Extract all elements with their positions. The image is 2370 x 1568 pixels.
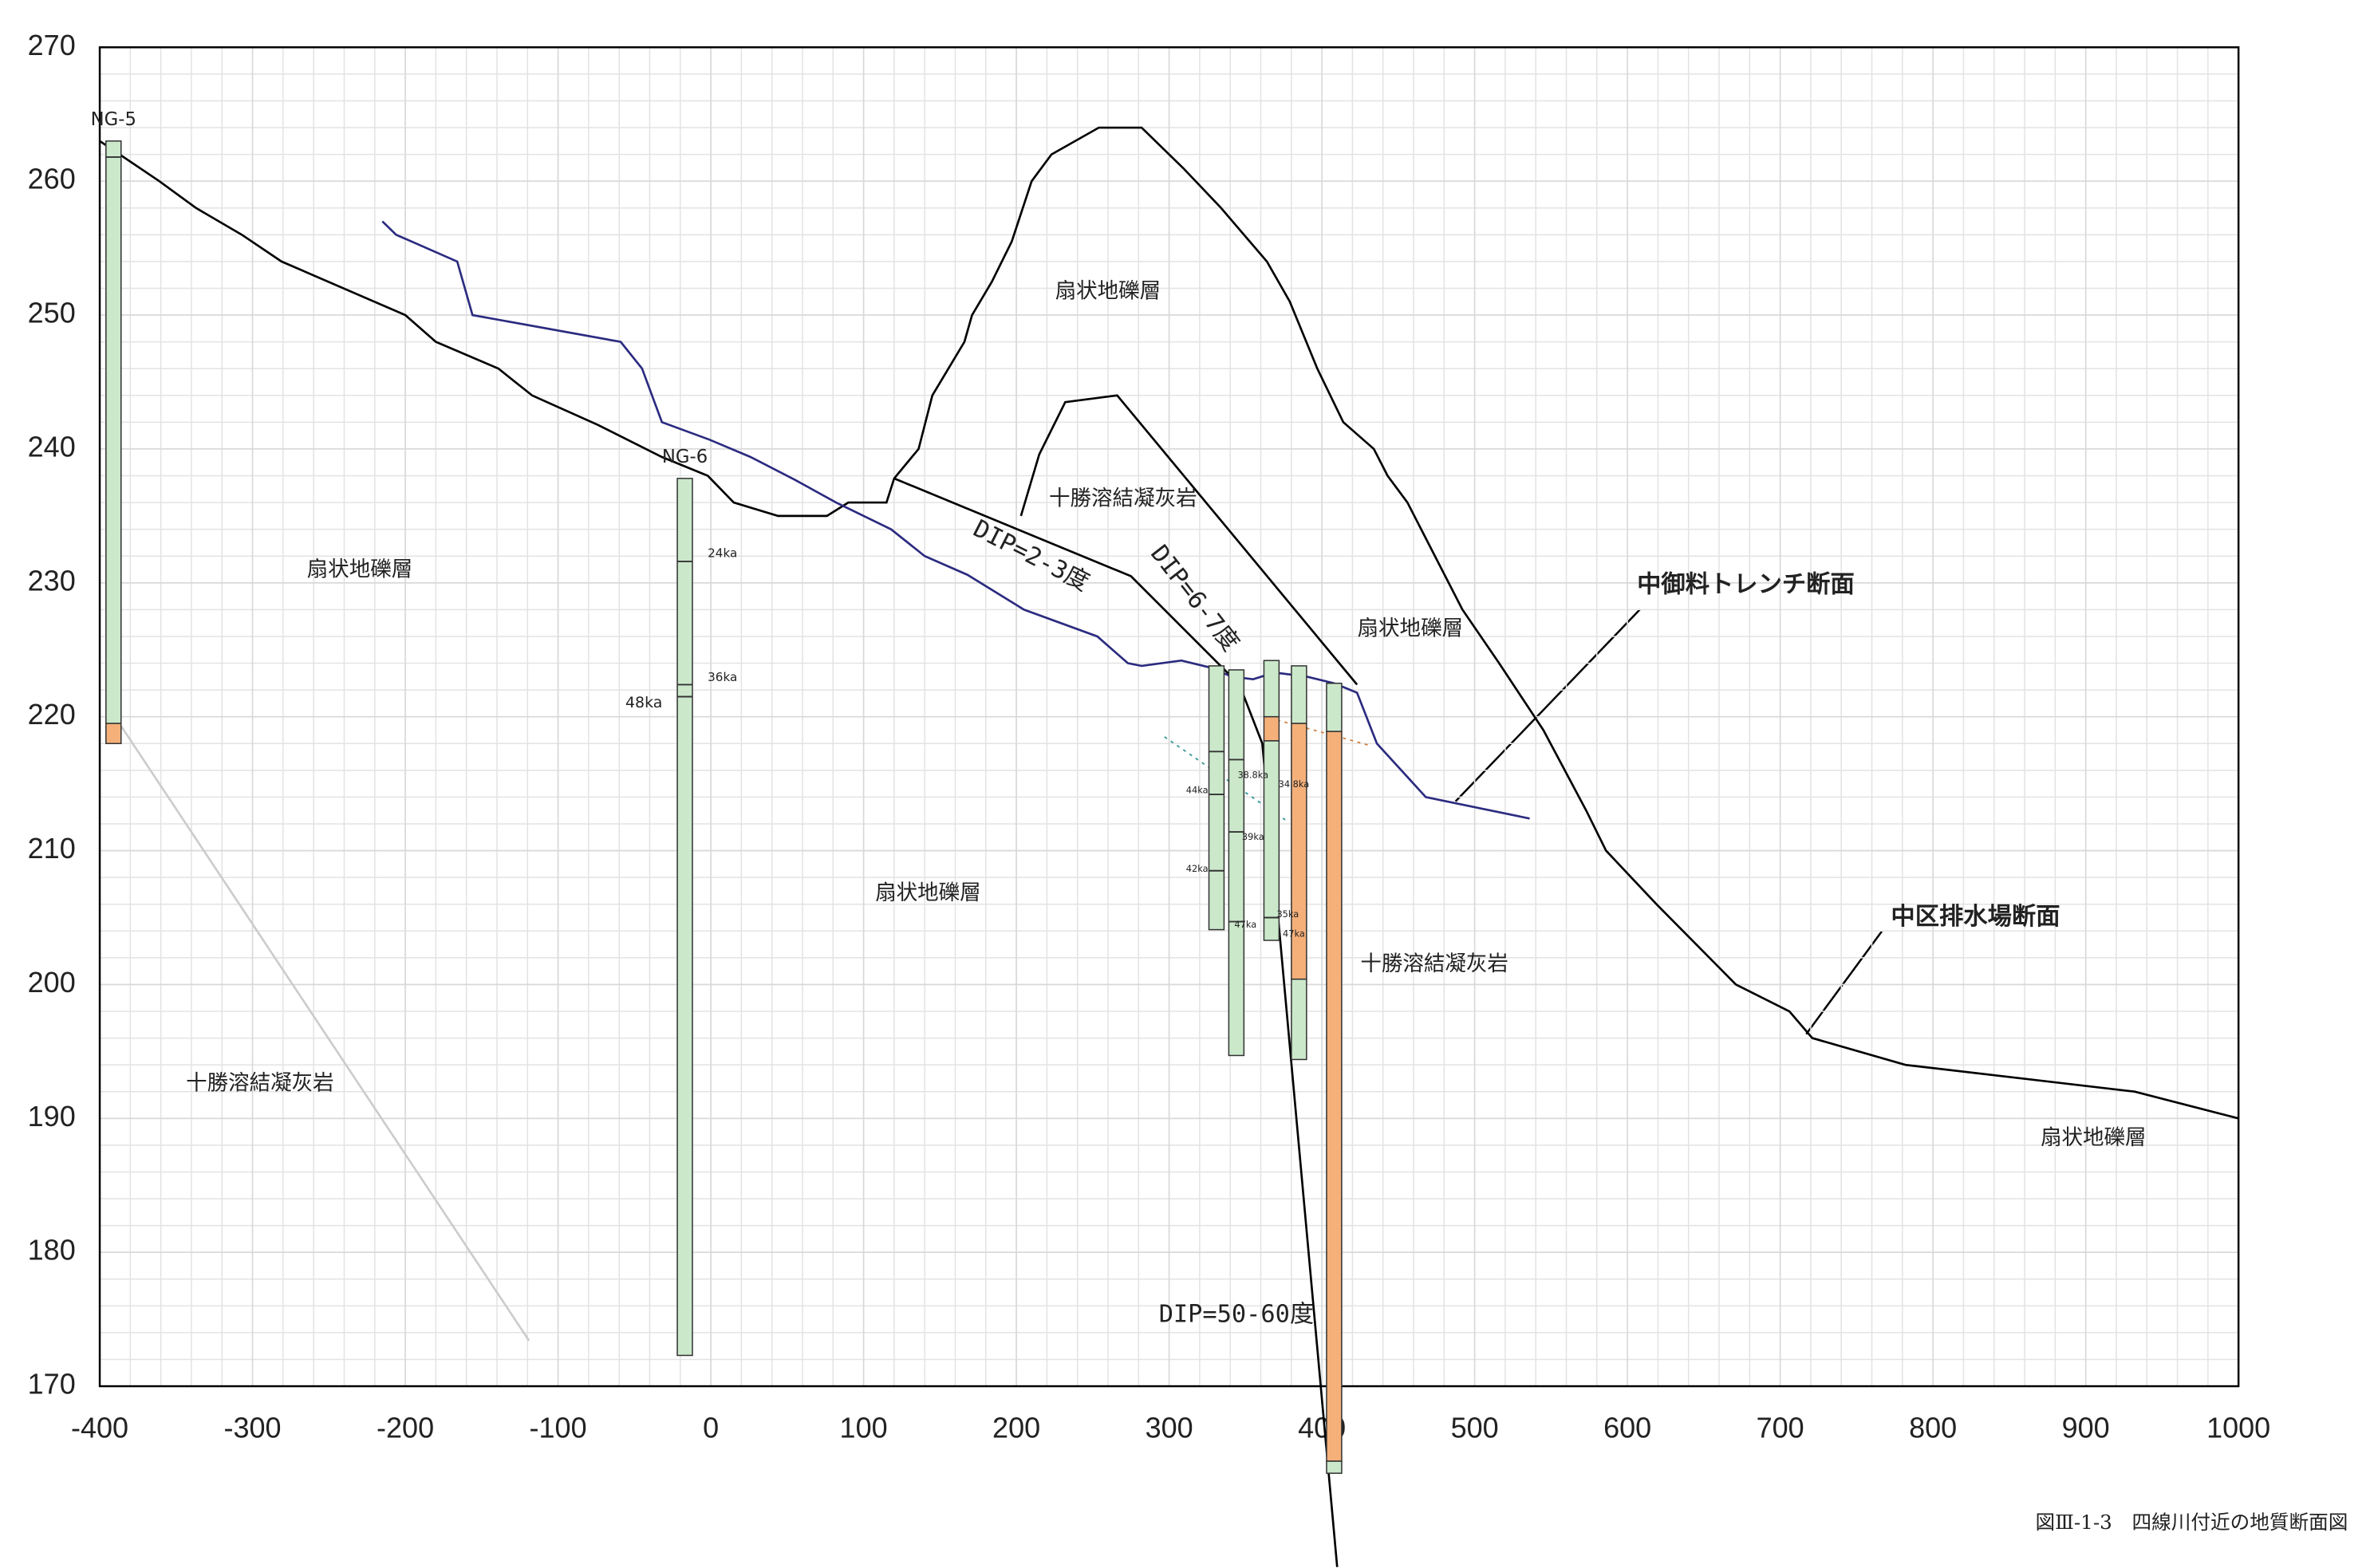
y-tick-label: 260 bbox=[28, 163, 76, 195]
annotation: 34.8ka bbox=[1279, 778, 1310, 790]
profile-line bbox=[1269, 717, 1368, 746]
annotation: 扇状地礫層 bbox=[307, 557, 413, 581]
borehole-segment bbox=[1326, 682, 1343, 732]
annotation: 扇状地礫層 bbox=[1055, 279, 1161, 304]
borehole-segment bbox=[105, 723, 122, 745]
profile-line bbox=[1019, 394, 1359, 686]
y-tick-label: 230 bbox=[28, 564, 76, 597]
x-tick-label: -400 bbox=[71, 1412, 128, 1444]
x-tick-label: 200 bbox=[992, 1412, 1040, 1444]
borehole-segment bbox=[1263, 660, 1280, 718]
x-tick-label: 800 bbox=[1909, 1412, 1957, 1444]
x-tick-label: -100 bbox=[530, 1412, 587, 1444]
y-tick-label: 190 bbox=[28, 1100, 76, 1133]
annotation: 中区排水場断面 bbox=[1891, 903, 2060, 931]
annotation: 42ka bbox=[1186, 863, 1209, 874]
x-tick-label: -200 bbox=[377, 1412, 434, 1444]
annotation: 扇状地礫層 bbox=[1358, 616, 1464, 640]
y-tick-label: 170 bbox=[28, 1368, 76, 1401]
borehole-segment bbox=[1326, 731, 1343, 1462]
layer: -400 -300 -200 -100 0 100 200 300 400 500 600 700 80… bbox=[28, 29, 2271, 1567]
annotation: 十勝溶結凝灰岩 bbox=[186, 1071, 334, 1096]
leader-line bbox=[1805, 931, 1883, 1035]
annotation: DIP=50-60度 bbox=[1159, 1301, 1314, 1329]
annotation: 中御料トレンチ断面 bbox=[1637, 570, 1855, 598]
annotation: 十勝溶結凝灰岩 bbox=[1049, 486, 1197, 510]
profile-line bbox=[99, 126, 2239, 1120]
borehole-label: NG-6 bbox=[662, 447, 708, 467]
annotation: 47ka bbox=[1283, 928, 1305, 940]
borehole-segment bbox=[1291, 723, 1307, 980]
annotation: 24ka bbox=[708, 546, 737, 561]
plot: -400 -300 -200 -100 0 100 200 300 400 500 600 700 80… bbox=[28, 29, 2271, 1444]
y-tick-label: 240 bbox=[28, 430, 76, 463]
annotation: 44ka bbox=[1186, 785, 1209, 796]
y-tick-label: 180 bbox=[28, 1234, 76, 1267]
x-tick-label: 1000 bbox=[2206, 1412, 2270, 1444]
y-tick-label: 200 bbox=[28, 966, 76, 999]
annotation: 48ka bbox=[625, 694, 662, 711]
y-tick-label: 250 bbox=[28, 297, 76, 329]
borehole-segment bbox=[1263, 740, 1280, 941]
borehole-segment bbox=[1228, 669, 1245, 1057]
annotation: 38.8ka bbox=[1237, 770, 1268, 781]
borehole-segment bbox=[1291, 665, 1307, 724]
annotation: 35ka bbox=[1276, 908, 1299, 920]
borehole-segment bbox=[1326, 1460, 1343, 1474]
y-tick-label: 270 bbox=[28, 29, 76, 61]
borehole-label: NG-5 bbox=[91, 109, 136, 130]
y-tick-label: 210 bbox=[28, 832, 76, 865]
annotation: 39ka bbox=[1242, 831, 1264, 842]
x-tick-label: 300 bbox=[1146, 1412, 1193, 1444]
borehole-segment bbox=[1263, 715, 1280, 742]
x-tick-label: 500 bbox=[1451, 1412, 1499, 1444]
x-tick-label: 600 bbox=[1603, 1412, 1651, 1444]
x-tick-label: 700 bbox=[1757, 1412, 1804, 1444]
borehole-segment bbox=[676, 478, 693, 1357]
x-tick-label: 0 bbox=[703, 1412, 719, 1444]
caption: 図Ⅲ-1-3 四線川付近の地質断面図 bbox=[2035, 1511, 2348, 1534]
x-tick-label: -300 bbox=[224, 1412, 282, 1444]
borehole-segment bbox=[1208, 665, 1225, 931]
plot-frame bbox=[98, 46, 2240, 1388]
profile-line bbox=[893, 477, 1339, 1567]
profile-line bbox=[381, 220, 1530, 820]
profile-line bbox=[120, 725, 530, 1341]
annotation: 36ka bbox=[708, 670, 737, 684]
x-tick-label: 100 bbox=[840, 1412, 888, 1444]
y-tick-label: 220 bbox=[28, 698, 76, 731]
annotation: 47ka bbox=[1234, 919, 1256, 930]
x-tick-label: 900 bbox=[2062, 1412, 2110, 1444]
annotation: 扇状地礫層 bbox=[2041, 1125, 2147, 1150]
borehole-segment bbox=[105, 140, 122, 724]
annotation: 扇状地礫層 bbox=[875, 881, 981, 905]
annotation: 十勝溶結凝灰岩 bbox=[1360, 951, 1508, 976]
borehole-segment bbox=[1291, 978, 1307, 1061]
leader-line bbox=[1454, 609, 1641, 802]
